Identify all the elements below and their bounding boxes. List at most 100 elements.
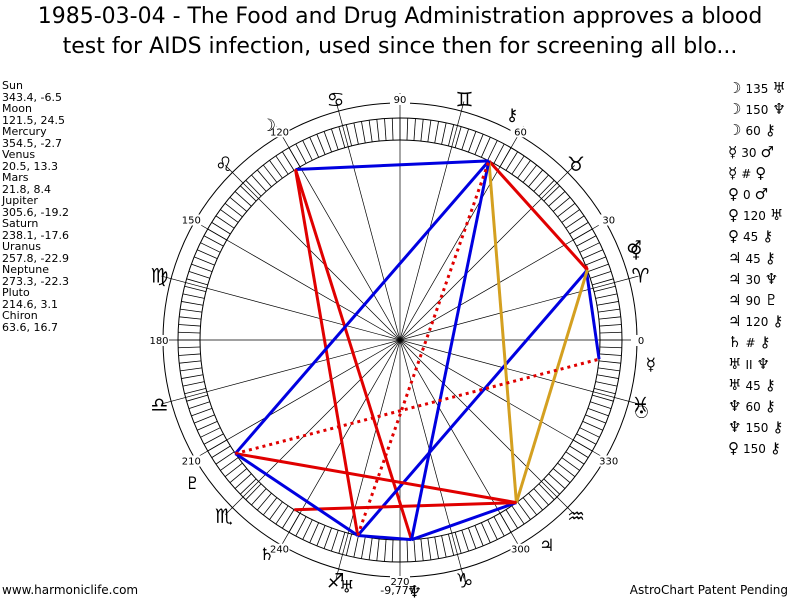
sun-glyph-icon: ☉ (634, 403, 649, 423)
degree-tick (420, 119, 424, 142)
degree-labels: 0 30 60 90 120 150 180 210 240 270 300 330 (149, 94, 651, 588)
planet-position: 354.5, -2.7 (2, 136, 62, 150)
aspect-angle: 30 (745, 272, 761, 287)
degree-tick (229, 196, 248, 212)
sign-sagittarius-icon: ♐ (327, 569, 345, 593)
degree-tick (522, 164, 537, 183)
degree-tick (200, 242, 221, 253)
degree-tick (579, 242, 600, 253)
planet-name: Pluto (2, 286, 30, 299)
degree-label-bg (181, 214, 202, 226)
degree-tick (269, 160, 283, 179)
degree-tick (517, 501, 531, 520)
degree-tick (552, 196, 571, 212)
degree-tick (256, 492, 272, 511)
aspect-planet-2: ⚷ (764, 375, 776, 394)
degree-tick (565, 215, 585, 229)
planet-position: 238.1, -17.6 (2, 228, 69, 242)
degree-tick (543, 185, 560, 202)
degree-tick (368, 120, 373, 143)
aspect-angle: 0 (743, 188, 751, 203)
degree-tick (493, 516, 505, 537)
degree-tick (569, 222, 589, 235)
sign-scorpio-icon: ♏ (215, 504, 233, 528)
aspect-row: ♅ 45 ⚷ (728, 375, 786, 396)
aspect-angle: 45 (745, 251, 761, 266)
planet-position: 214.6, 3.1 (2, 297, 58, 311)
degree-tick (191, 408, 213, 417)
aspect-line-jupiter-pluto (235, 452, 517, 505)
degree-tick (561, 457, 580, 471)
degree-tick (511, 505, 525, 525)
degree-tick (593, 387, 616, 395)
aspect-planet-2: ⚷ (772, 418, 784, 437)
degree-tick (323, 131, 332, 153)
degree-tick (288, 147, 301, 167)
aspect-planet-2: ♇ (764, 291, 779, 310)
aspect-planet-2: ♂ (760, 142, 774, 161)
aspect-row: ♃ 90 ♇ (728, 290, 786, 311)
degree-tick (179, 360, 202, 364)
degree-tick (499, 147, 512, 167)
degree-tick (406, 118, 409, 141)
degree-tick (295, 143, 307, 164)
degree-tick (316, 525, 326, 546)
degree-tick (203, 433, 224, 445)
degree-tick (599, 331, 622, 334)
degree-tick (561, 209, 580, 223)
degree-tick (345, 124, 353, 147)
degree-tick (282, 151, 295, 171)
planet-glyphs: ☉ ☽ ☿ ♀♂ ♃ ♄ ♅ ♆ ♇ ⚷ (185, 105, 656, 600)
aspects-list: ☽ 135 ♅ ☽ 150 ♆ ☽ 60 ⚷ ☿ 30 ♂ ☿ # ♀ ♀ 0 ♂ ♀ 120 ♅ ♀ 45 ⚷ ♃ 45 ⚷ ♃ 30… (728, 78, 786, 460)
degree-tick (487, 519, 498, 540)
degree-tick (338, 126, 346, 148)
planet-name: Uranus (2, 240, 41, 253)
planet-position: 257.8, -22.9 (2, 251, 69, 265)
degree-tick (548, 473, 566, 489)
degree-tick (211, 222, 231, 235)
planet-name: Chiron (2, 309, 38, 322)
planet-position: 63.6, 16.7 (2, 320, 58, 334)
degree-tick (587, 408, 609, 417)
aspect-planet-1: ☽ (728, 100, 742, 119)
aspect-line-mercury-mars (584, 265, 601, 360)
degree-tick (361, 121, 366, 144)
degree-tick (316, 134, 326, 155)
degree-tick (361, 536, 366, 559)
aspect-line-pluto-chiron (234, 159, 491, 455)
degree-label: 150 (182, 216, 201, 227)
sign-pisces-icon: ♓ (632, 392, 650, 416)
degree-tick (434, 121, 439, 144)
aspect-angle: 60 (745, 400, 761, 415)
degree-label-bg (269, 126, 290, 138)
degree-tick (275, 155, 289, 175)
aspect-planet-1: ♃ (728, 291, 742, 310)
aspect-planet-2: ⚷ (759, 333, 771, 352)
degree-tick (461, 128, 469, 150)
aspect-angle: 90 (745, 294, 761, 309)
degree-tick (353, 122, 359, 145)
degree-tick (596, 301, 619, 306)
aspect-planet-1: ♀ (728, 227, 739, 246)
degree-tick (251, 174, 267, 192)
degree-tick (224, 203, 243, 218)
degree-tick (582, 420, 603, 431)
degree-tick (181, 374, 204, 379)
degree-tick (474, 525, 484, 546)
degree-tick (595, 293, 618, 299)
degree-tick (184, 285, 207, 293)
aspect-line-venus-uranus (356, 268, 589, 537)
mercury-glyph-icon: ☿ (646, 355, 656, 375)
degree-tick (413, 118, 416, 141)
degree-label-bg (390, 576, 410, 587)
title-line-2: test for AIDS infection, used since then… (62, 34, 738, 59)
degree-tick (200, 427, 221, 438)
degree-tick (338, 532, 346, 554)
degree-label: 0 (638, 336, 644, 347)
degree-tick (599, 346, 622, 349)
planet-positions-list: Sun 343.4, -6.5 Moon 121.5, 24.5 Mercury 354.… (2, 80, 69, 333)
planet-name: Moon (2, 102, 32, 115)
aspect-angle: 150 (745, 421, 769, 436)
venus-glyph-icon: ♀ (630, 243, 642, 263)
degree-tick (576, 433, 597, 445)
